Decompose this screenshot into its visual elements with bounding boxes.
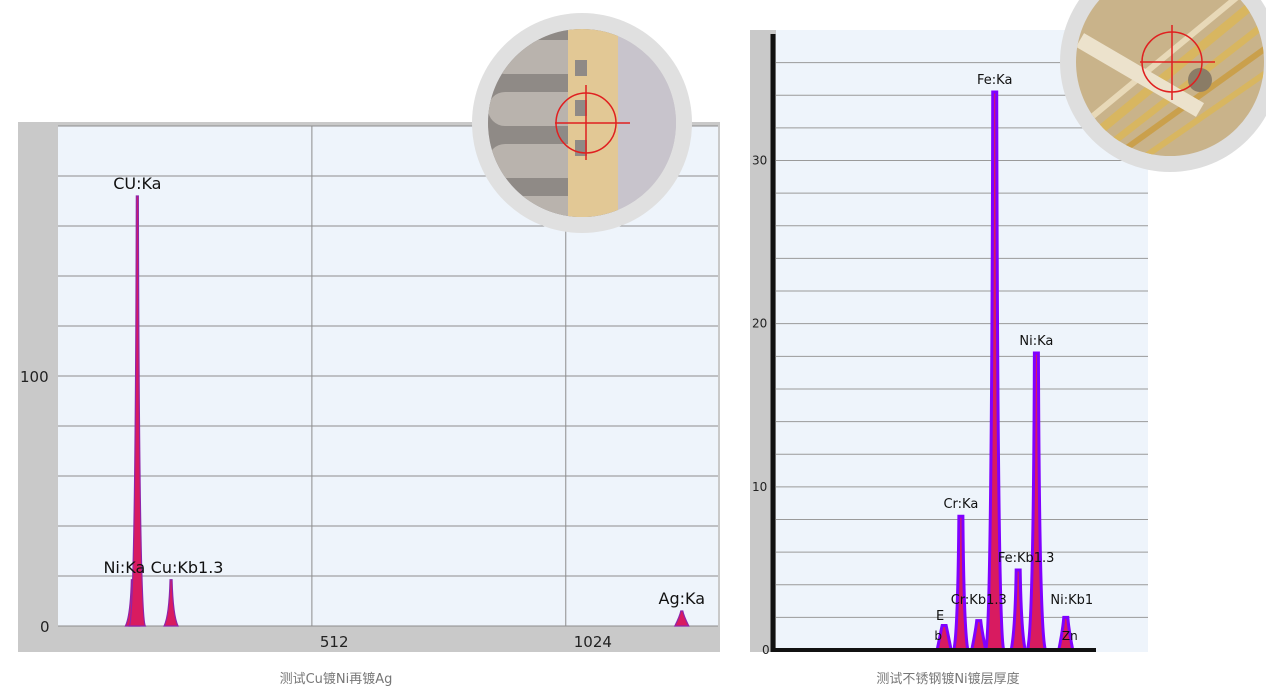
right-extra-label: b (934, 629, 942, 643)
right-peak-label: Ni:Ka (1019, 334, 1053, 349)
right-peak (952, 514, 970, 652)
left-y-tick-label: 100 (20, 368, 49, 386)
right-peak-label: Fe:Kb1.3 (998, 551, 1055, 566)
right-peak-labels: E Cr:Ka Cr:Kb1.3 Fe:Ka Fe:Kb1.3 Ni:Ka Ni:Kb1 b Z… (934, 73, 1093, 643)
right-peak (1009, 568, 1027, 652)
left-peak-label: Ag:Ka (659, 589, 706, 608)
left-chart-caption: 测试Cu镀Ni再镀Ag (279, 672, 393, 687)
left-x-tick-label: 1024 (574, 633, 612, 651)
right-y-tick-label: 10 (752, 480, 767, 494)
left-peak (673, 610, 690, 627)
left-y-tick-label: 0 (40, 618, 50, 636)
right-peak-label: Fe:Ka (977, 73, 1012, 88)
left-tick-labels: 512 1024 0 100 (20, 368, 612, 651)
right-peak-label: E (936, 609, 944, 624)
right-extra-label: Zn (1062, 629, 1078, 643)
right-y-tick-label: 20 (752, 317, 767, 331)
left-x-tick-label: 512 (320, 633, 349, 651)
right-peak (1056, 615, 1075, 652)
left-peak-label: Cu:Kb1.3 (151, 558, 224, 577)
left-peak-label: Ni:Ka (103, 558, 145, 577)
right-peaks (935, 90, 1075, 652)
left-peak (163, 579, 180, 627)
left-peak-labels: Ni:Ka CU:Ka Cu:Kb1.3 Ag:Ka (103, 174, 705, 608)
right-y-tick-label: 30 (752, 154, 767, 168)
left-inset-photo (472, 13, 692, 233)
right-y-tick-label: 0 (762, 643, 770, 657)
left-peaks (124, 195, 690, 627)
right-inset-photo (1060, 0, 1266, 172)
right-peak (1025, 351, 1048, 652)
right-peak-label: Cr:Ka (943, 497, 978, 512)
left-peak (128, 195, 147, 627)
right-chart-caption: 测试不锈钢镀Ni镀层厚度 (876, 672, 1020, 687)
left-peak-label: CU:Ka (113, 174, 161, 193)
right-peak (935, 624, 953, 652)
right-tick-labels: 0 10 20 30 (752, 154, 770, 657)
right-peak (969, 619, 988, 652)
right-peak (983, 90, 1006, 652)
right-peak-label: Cr:Kb1.3 (951, 593, 1007, 608)
right-peak-label: Ni:Kb1 (1050, 593, 1093, 608)
